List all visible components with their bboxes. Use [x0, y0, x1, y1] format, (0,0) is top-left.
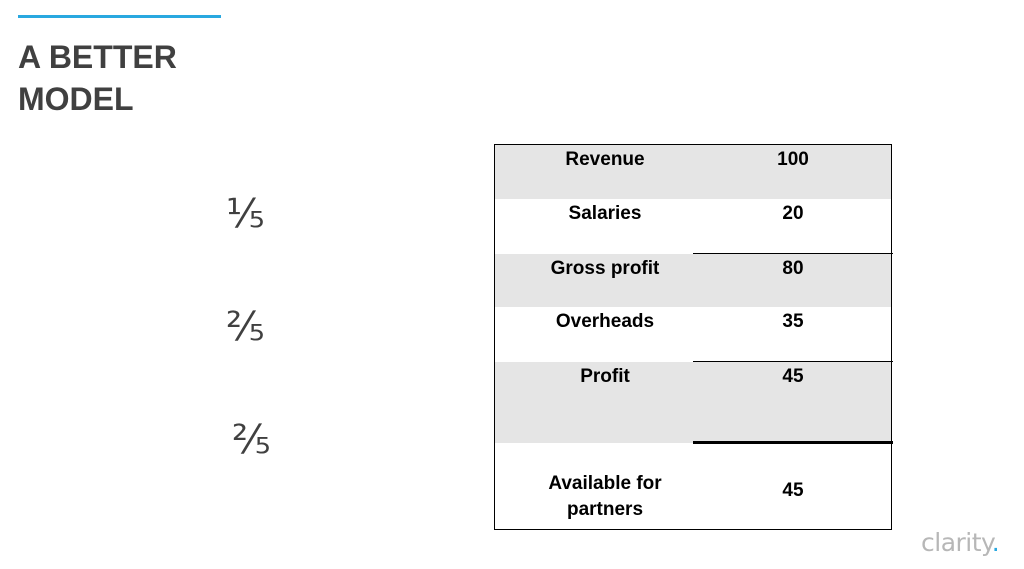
table-cell-label: Gross profit — [550, 258, 660, 279]
slide-title-line-1: A BETTER — [18, 39, 177, 75]
title-accent-line — [18, 15, 221, 18]
slide-title-line-2: MODEL — [18, 81, 134, 117]
table-cell-value: 80 — [782, 258, 804, 279]
table-cell-label-line-1: Available for — [548, 473, 662, 494]
table-cell-value: 100 — [777, 149, 809, 170]
profit-model-table: Revenue 100 Salaries 20 Gross profit 80 … — [494, 144, 893, 530]
clarity-logo-text: clarity — [921, 528, 992, 557]
slide-title: A BETTER MODEL — [18, 36, 278, 120]
table-row-gross-profit: Gross profit 80 — [495, 254, 891, 307]
fraction-one-fifth: ⅕ — [226, 191, 265, 237]
fraction-two-fifths-second: ⅖ — [232, 417, 271, 463]
table-row-available-for-partners: Available for partners 45 — [495, 443, 891, 529]
table-cell-value: 35 — [782, 311, 804, 332]
table-cell-value: 45 — [782, 366, 804, 387]
table-cell-value: 20 — [782, 203, 804, 224]
table-rule-profit — [693, 441, 893, 444]
table-cell-label: Overheads — [555, 311, 655, 332]
table-row-revenue: Revenue 100 — [495, 145, 891, 199]
table-cell-label: Available for partners — [505, 471, 705, 523]
table-cell-value: 45 — [782, 480, 804, 501]
table-row-profit: Profit 45 — [495, 362, 891, 443]
clarity-logo: clarity. — [921, 528, 1000, 557]
fraction-two-fifths: ⅖ — [226, 304, 265, 350]
table-rule-salaries — [693, 253, 893, 254]
table-rule-overheads — [693, 361, 893, 362]
table-cell-label-line-2: partners — [566, 499, 644, 520]
table-row-overheads: Overheads 35 — [495, 307, 891, 362]
table-row-salaries: Salaries 20 — [495, 199, 891, 253]
table-cell-label: Revenue — [565, 149, 645, 170]
table-cell-label: Salaries — [568, 203, 642, 224]
clarity-logo-dot: . — [991, 528, 1000, 557]
table-cell-label: Profit — [580, 366, 630, 387]
